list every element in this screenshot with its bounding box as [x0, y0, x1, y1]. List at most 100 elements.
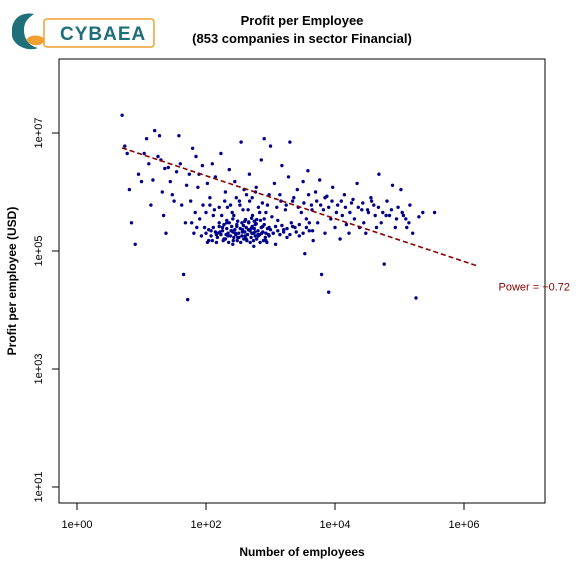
data-point [295, 187, 299, 192]
data-point [347, 231, 351, 235]
data-point [247, 172, 252, 176]
data-point [250, 213, 255, 218]
data-point [301, 231, 305, 235]
data-point [256, 229, 260, 233]
data-point [387, 213, 392, 218]
data-point [235, 238, 239, 243]
data-point [222, 222, 226, 227]
data-point [282, 230, 286, 234]
data-point [311, 238, 315, 243]
data-point [228, 234, 233, 238]
data-point [294, 230, 298, 234]
data-point [218, 230, 222, 234]
data-point [369, 199, 374, 203]
data-point [261, 238, 266, 243]
data-point [330, 199, 334, 203]
x-tick-label: 1e+00 [62, 519, 93, 531]
data-point [285, 226, 289, 231]
data-point [267, 193, 271, 197]
data-point [297, 234, 301, 238]
data-point [338, 237, 342, 241]
data-point [306, 169, 310, 173]
data-point [393, 225, 397, 230]
data-point [233, 231, 237, 235]
data-point [223, 190, 228, 194]
data-point [251, 238, 256, 243]
data-point [343, 205, 348, 209]
data-point [120, 113, 124, 117]
data-point [303, 252, 307, 256]
data-point [351, 197, 355, 202]
data-point [244, 225, 248, 230]
data-point [208, 196, 212, 200]
data-point [227, 221, 231, 225]
data-point [240, 234, 244, 238]
data-point [361, 201, 365, 205]
data-point [151, 178, 155, 182]
data-point [247, 199, 252, 203]
data-point [186, 297, 190, 302]
y-axis: 1e+01 1e+03 1e+05 1e+07 [33, 118, 60, 502]
data-point [231, 217, 235, 221]
data-point [364, 231, 368, 235]
data-point [348, 210, 352, 215]
data-point [233, 228, 237, 232]
trend-line-group [121, 147, 478, 267]
data-point [142, 151, 146, 156]
data-point [170, 193, 174, 197]
data-point [225, 205, 230, 209]
data-point [160, 190, 164, 194]
data-point [217, 221, 221, 225]
chart-title: Profit per Employee [241, 13, 364, 28]
x-tick-label: 1e+06 [449, 519, 480, 531]
data-point [239, 140, 243, 144]
data-point [262, 137, 266, 141]
data-point [237, 235, 241, 240]
data-point [256, 234, 261, 238]
data-point [236, 219, 240, 223]
data-point [254, 185, 258, 189]
data-point [360, 208, 364, 212]
data-point [319, 272, 324, 277]
data-point [315, 199, 319, 203]
data-point [204, 210, 208, 215]
data-point [199, 234, 204, 238]
data-point [288, 140, 292, 144]
y-axis-label: Profit per employee (USD) [5, 207, 19, 356]
data-point [342, 193, 347, 197]
data-point [297, 222, 301, 227]
data-point [365, 208, 370, 212]
data-point [212, 208, 217, 212]
chart-subtitle: (853 companies in sector Financial) [192, 31, 412, 46]
data-point [234, 196, 238, 200]
data-point [196, 185, 200, 189]
data-point [219, 232, 223, 237]
data-point [390, 183, 395, 187]
data-point [285, 235, 289, 240]
data-point [123, 144, 127, 148]
data-point [260, 201, 265, 205]
data-point [280, 163, 284, 168]
data-point [304, 225, 309, 230]
data-point [241, 223, 246, 228]
data-points [120, 113, 437, 302]
data-point [376, 205, 381, 209]
data-point [411, 231, 415, 235]
data-point [405, 225, 409, 230]
data-point [307, 221, 311, 225]
data-point [217, 224, 221, 229]
data-point [229, 229, 233, 233]
data-point [213, 230, 218, 234]
data-point [249, 216, 254, 220]
data-point [407, 221, 411, 225]
logo-text: CYBAEA [60, 24, 146, 45]
data-point [302, 201, 306, 205]
data-point [227, 240, 231, 245]
data-point [265, 226, 270, 231]
data-point [327, 290, 331, 294]
data-point [408, 203, 412, 207]
data-point [157, 134, 162, 138]
data-point [184, 183, 189, 187]
y-tick-label: 1e+05 [33, 236, 45, 267]
data-point [286, 175, 291, 179]
